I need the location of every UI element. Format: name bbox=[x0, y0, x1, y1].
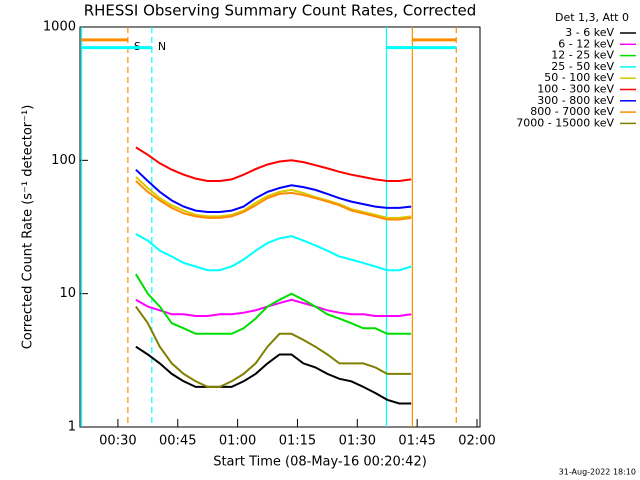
plot-frame bbox=[79, 26, 481, 428]
x-axis-label: Start Time (08-May-16 00:20:42) bbox=[213, 455, 427, 470]
x-tick-label: 01:15 bbox=[279, 434, 316, 449]
legend-label: 6 - 12 keV bbox=[558, 37, 614, 50]
y-tick-label: 1 bbox=[68, 420, 76, 435]
y-axis-label: Corrected Count Rate (s⁻¹ detector⁻¹) bbox=[21, 105, 36, 350]
series-line bbox=[135, 180, 412, 221]
footer: 31-Aug-2022 18:10 bbox=[559, 468, 636, 477]
x-tick-label: 02:00 bbox=[458, 434, 495, 449]
chart-title: RHESSI Observing Summary Count Rates, Co… bbox=[84, 2, 477, 20]
legend-label: 7000 - 15000 keV bbox=[516, 116, 614, 129]
x-tick-label: 01:30 bbox=[339, 434, 376, 449]
legend-label: 3 - 6 keV bbox=[565, 26, 614, 39]
y-tick-label: 10 bbox=[59, 286, 76, 301]
legend-label: 800 - 7000 keV bbox=[530, 105, 614, 118]
x-tick-label: 00:45 bbox=[159, 434, 196, 449]
marker-label: N bbox=[158, 40, 166, 53]
series-line bbox=[135, 146, 412, 182]
series-line bbox=[135, 233, 412, 272]
series-line bbox=[135, 176, 412, 219]
series-line bbox=[135, 345, 412, 405]
legend-label: 12 - 25 keV bbox=[551, 49, 614, 62]
series-line bbox=[135, 306, 412, 388]
legend-label: 25 - 50 keV bbox=[551, 60, 614, 73]
x-tick-label: 00:30 bbox=[99, 434, 136, 449]
legend-label: 50 - 100 keV bbox=[544, 71, 614, 84]
series-line bbox=[135, 298, 412, 317]
series-line bbox=[135, 168, 412, 213]
y-tick-label: 1000 bbox=[43, 20, 76, 35]
legend-label: 300 - 800 keV bbox=[537, 94, 614, 107]
x-tick-label: 01:45 bbox=[398, 434, 435, 449]
x-tick-label: 01:00 bbox=[219, 434, 256, 449]
legend-title: Det 1,3, Att 0 bbox=[555, 11, 629, 24]
legend-label: 100 - 300 keV bbox=[537, 83, 614, 96]
series-line bbox=[135, 273, 412, 335]
y-tick-label: 100 bbox=[51, 153, 76, 168]
